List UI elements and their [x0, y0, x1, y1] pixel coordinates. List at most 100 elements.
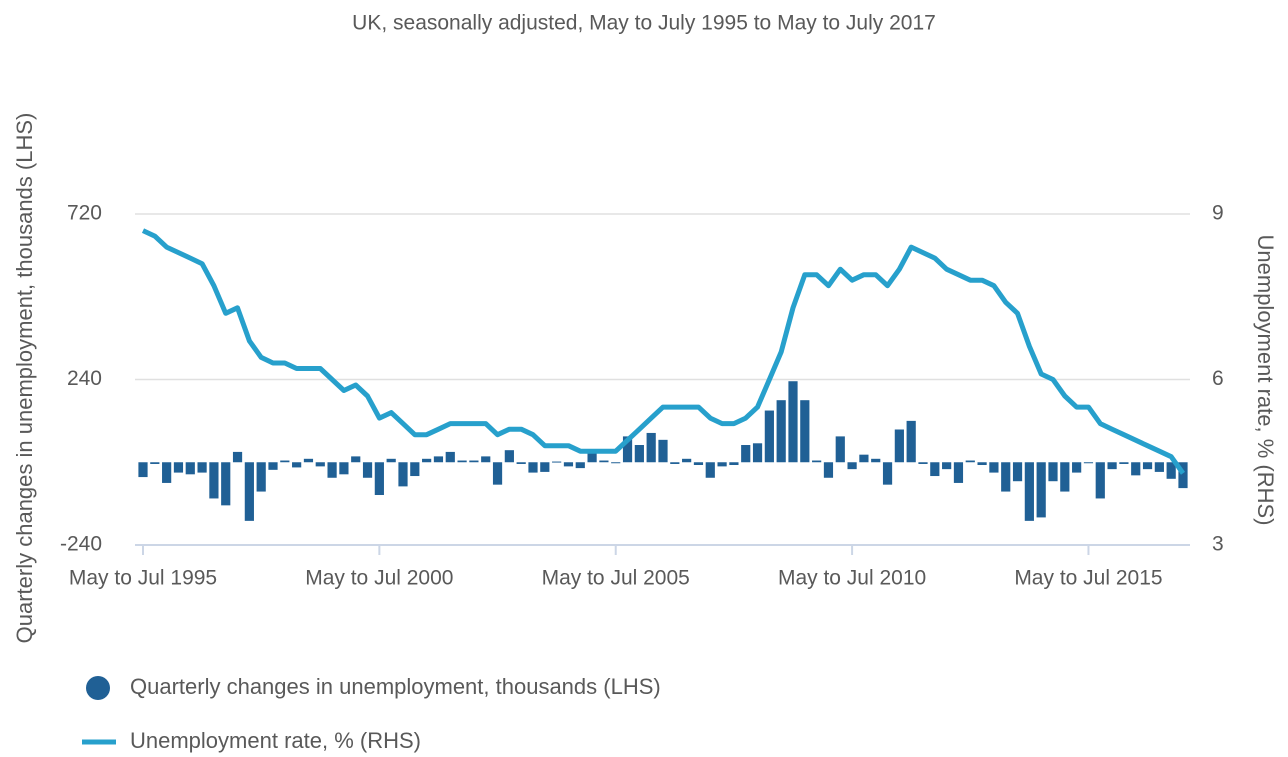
- legend-marker: [86, 676, 110, 700]
- bar: [339, 462, 349, 475]
- legend-label: Unemployment rate, % (RHS): [130, 728, 421, 753]
- x-tick-label: May to Jul 1995: [69, 567, 217, 590]
- bar: [481, 456, 491, 463]
- bar: [457, 460, 467, 463]
- bar: [173, 462, 184, 473]
- bar: [788, 381, 798, 463]
- bar: [386, 458, 396, 463]
- bar: [871, 458, 881, 463]
- x-tick-label: May to Jul 2010: [778, 567, 926, 590]
- bar: [197, 462, 207, 473]
- bar: [634, 445, 644, 463]
- bar: [882, 462, 893, 485]
- bar: [528, 462, 538, 473]
- bar: [977, 462, 987, 466]
- bar: [1095, 462, 1105, 499]
- bar: [717, 462, 727, 467]
- bar: [185, 462, 195, 475]
- bar: [847, 462, 857, 470]
- bar: [1131, 462, 1141, 476]
- y2-tick-label: 6: [1212, 367, 1224, 390]
- bar: [504, 450, 514, 463]
- bar: [776, 400, 786, 463]
- bar: [812, 460, 822, 463]
- y2-axis-title: Unemployment rate, % (RHS): [1253, 235, 1278, 526]
- bar: [646, 432, 656, 463]
- bar: [1072, 462, 1082, 473]
- bar: [764, 410, 774, 463]
- bar: [906, 420, 916, 463]
- bar: [221, 462, 231, 506]
- bar: [552, 461, 562, 463]
- bar: [280, 460, 290, 463]
- bar: [563, 462, 574, 467]
- bar: [469, 460, 479, 463]
- bar: [410, 462, 420, 477]
- bar: [1001, 462, 1011, 492]
- bar: [433, 456, 444, 463]
- bar: [445, 451, 455, 463]
- bar: [587, 451, 597, 463]
- bar: [540, 462, 550, 472]
- x-tick-label: May to Jul 2015: [1014, 567, 1162, 590]
- bar: [1024, 462, 1034, 521]
- y-tick-label: -240: [60, 533, 102, 556]
- bar: [327, 462, 337, 478]
- line: [141, 228, 1186, 475]
- bar: [800, 400, 810, 463]
- bar: [859, 454, 869, 463]
- bar: [232, 451, 243, 463]
- bar: [1012, 462, 1023, 482]
- y-axis-title: Quarterly changes in unemployment, thous…: [12, 113, 37, 644]
- bar: [398, 462, 408, 487]
- bar: [989, 462, 999, 473]
- bar: [292, 462, 302, 468]
- bar: [693, 462, 704, 466]
- bar: [492, 462, 503, 485]
- bar: [1107, 462, 1117, 470]
- bar: [1178, 462, 1188, 489]
- bar: [362, 462, 373, 478]
- bar: [138, 462, 148, 478]
- bar: [835, 436, 845, 463]
- bar: [575, 462, 585, 469]
- bar: [422, 458, 432, 463]
- bar: [1166, 462, 1176, 479]
- bar: [256, 462, 266, 492]
- bar: [942, 462, 952, 470]
- x-tick-label: May to Jul 2000: [305, 567, 453, 590]
- bar: [244, 462, 254, 521]
- bar: [705, 462, 715, 478]
- bar: [682, 458, 692, 463]
- bar: [1119, 462, 1129, 464]
- bar: [1154, 462, 1164, 472]
- x-tick-label: May to Jul 2005: [542, 567, 690, 590]
- legend-label: Quarterly changes in unemployment, thous…: [130, 674, 661, 699]
- bar: [729, 462, 739, 466]
- bar: [918, 462, 928, 464]
- bar: [953, 462, 964, 483]
- bar: [1060, 462, 1070, 492]
- bar: [162, 462, 172, 483]
- bar: [611, 462, 621, 464]
- bar: [1048, 462, 1058, 482]
- bar: [268, 462, 278, 470]
- chart-title: UK, seasonally adjusted, May to July 199…: [352, 12, 936, 35]
- bar: [741, 445, 751, 463]
- bar: [150, 462, 160, 464]
- bar: [658, 439, 668, 463]
- bar: [930, 462, 940, 477]
- y-tick-label: 720: [67, 202, 102, 225]
- bar: [1083, 462, 1094, 464]
- bar: [516, 462, 526, 464]
- y2-tick-label: 9: [1212, 202, 1224, 225]
- bar: [351, 456, 361, 463]
- bar: [374, 462, 384, 496]
- bar: [894, 429, 904, 463]
- bar: [670, 462, 680, 464]
- bar: [209, 462, 219, 499]
- y-tick-label: 240: [67, 367, 102, 390]
- y2-tick-label: 3: [1212, 533, 1224, 556]
- bar: [1036, 462, 1046, 518]
